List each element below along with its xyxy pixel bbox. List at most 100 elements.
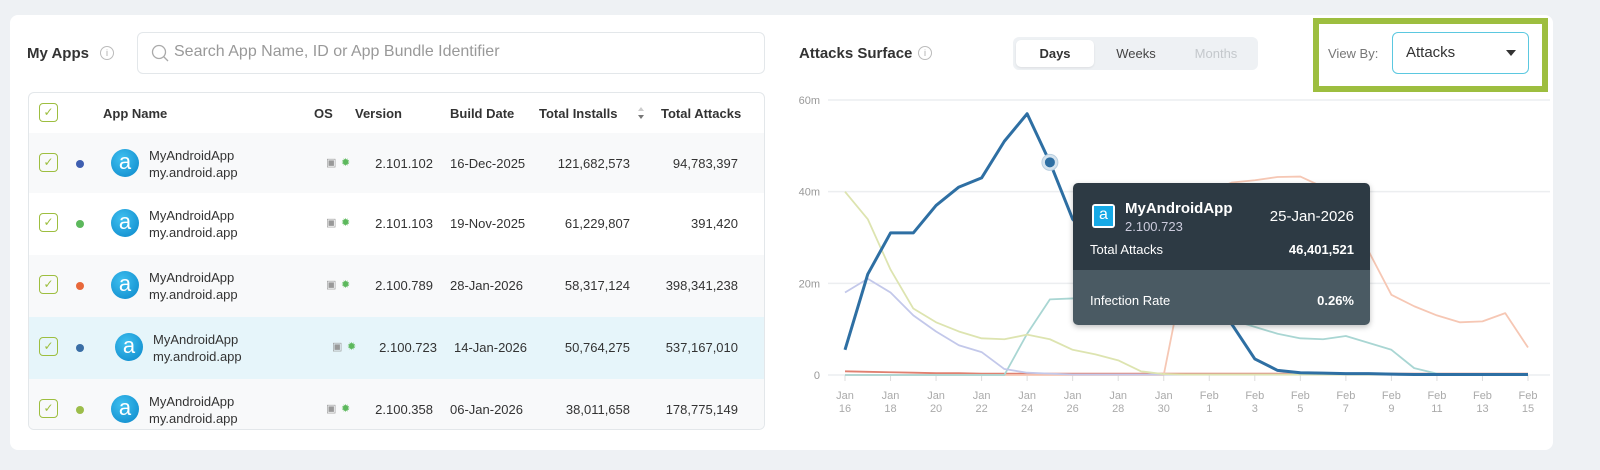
period-tabs: Days Weeks Months (1013, 37, 1258, 70)
select-all-checkbox[interactable]: ✓ (39, 103, 58, 122)
version: 2.101.102 (375, 156, 433, 171)
row-checkbox[interactable]: ✓ (39, 337, 58, 356)
tab-months[interactable]: Months (1194, 46, 1238, 61)
tooltip-attacks-label: Total Attacks (1090, 242, 1163, 257)
row-checkbox[interactable]: ✓ (39, 153, 58, 172)
table-row[interactable]: ✓ a MyAndroidApp my.android.app ▣ ✹ 2.10… (29, 379, 764, 429)
table-row[interactable]: ✓ a MyAndroidApp my.android.app ▣ ✹ 2.10… (29, 317, 764, 379)
x-tick-label: Jan 28 (1109, 390, 1127, 415)
app-bundle: my.android.app (149, 165, 238, 180)
tab-weeks[interactable]: Weeks (1116, 46, 1156, 61)
total-installs: 61,229,807 (564, 216, 630, 231)
sort-icon[interactable] (637, 106, 645, 120)
x-tick-label: Jan 30 (1155, 390, 1173, 415)
col-build-date[interactable]: Build Date (450, 106, 515, 121)
search-icon (151, 44, 169, 62)
app-bundle: my.android.app (149, 411, 238, 426)
info-icon[interactable]: i (100, 46, 114, 60)
apps-table: ✓ App Name OS Version Build Date Total I… (28, 92, 765, 430)
x-tick-label: Jan 18 (882, 390, 900, 415)
total-attacks: 178,775,149 (665, 402, 738, 417)
build-date: 19-Nov-2025 (450, 216, 526, 231)
search-input[interactable] (174, 43, 734, 61)
row-checkbox[interactable]: ✓ (39, 275, 58, 294)
x-tick-label: Feb 11 (1427, 390, 1446, 415)
chart-tooltip: a MyAndroidApp 2.100.723 25-Jan-2026 Tot… (1073, 183, 1370, 325)
total-attacks: 391,420 (691, 216, 738, 231)
android-icon: ▣ (326, 157, 337, 169)
chart-title: Attacks Surface (799, 45, 913, 62)
search-field[interactable] (137, 32, 765, 74)
table-row[interactable]: ✓ a MyAndroidApp my.android.app ▣ ✹ 2.10… (29, 255, 764, 317)
x-tick-label: Feb 5 (1291, 390, 1310, 415)
x-tick-label: Jan 22 (973, 390, 991, 415)
series-color-dot (76, 282, 84, 290)
build-date: 06-Jan-2026 (450, 402, 523, 417)
table-row[interactable]: ✓ a MyAndroidApp my.android.app ▣ ✹ 2.10… (29, 193, 764, 255)
app-icon: a (111, 395, 139, 423)
col-version[interactable]: Version (355, 106, 402, 121)
view-by-value: Attacks (1406, 44, 1456, 61)
app-name[interactable]: MyAndroidApp (149, 394, 235, 409)
build-date: 14-Jan-2026 (454, 340, 527, 355)
app-icon: a (115, 333, 143, 361)
series-color-dot (76, 160, 84, 168)
android-debug-icon: ✹ (341, 279, 351, 291)
x-tick-label: Jan 24 (1018, 390, 1036, 415)
my-apps-title: My Apps (27, 45, 89, 62)
x-tick-label: Feb 13 (1473, 390, 1492, 415)
series-color-dot (76, 220, 84, 228)
total-installs: 121,682,573 (557, 156, 630, 171)
version: 2.100.723 (379, 340, 437, 355)
col-os[interactable]: OS (314, 106, 333, 121)
total-installs: 38,011,658 (565, 402, 630, 417)
view-by-highlight (1313, 18, 1548, 92)
row-checkbox[interactable]: ✓ (39, 399, 58, 418)
tooltip-date: 25-Jan-2026 (1269, 208, 1354, 225)
app-icon: a (1092, 204, 1115, 228)
x-tick-label: Feb 1 (1200, 390, 1219, 415)
y-tick-label: 40m (799, 187, 820, 199)
tooltip-attacks-value: 46,401,521 (1288, 242, 1354, 257)
x-tick-label: Feb 9 (1382, 390, 1401, 415)
row-checkbox[interactable]: ✓ (39, 213, 58, 232)
x-tick-label: Feb 7 (1336, 390, 1355, 415)
tooltip-infection-label: Infection Rate (1090, 293, 1171, 308)
version: 2.100.358 (375, 402, 433, 417)
tooltip-infection-value: 0.26% (1317, 293, 1354, 308)
col-total-attacks[interactable]: Total Attacks (661, 106, 742, 121)
android-debug-icon: ✹ (341, 157, 351, 169)
android-icon: ▣ (326, 217, 337, 229)
app-bundle: my.android.app (149, 287, 238, 302)
info-icon[interactable]: i (918, 46, 932, 60)
hover-point[interactable] (1044, 157, 1055, 168)
app-bundle: my.android.app (149, 225, 238, 240)
series-color-dot (76, 406, 84, 414)
app-name[interactable]: MyAndroidApp (153, 332, 239, 347)
x-tick-label: Feb 3 (1245, 390, 1264, 415)
col-app-name[interactable]: App Name (103, 106, 168, 121)
view-by-label: View By: (1328, 46, 1379, 61)
y-tick-label: 60m (799, 95, 820, 107)
app-icon: a (111, 209, 139, 237)
version: 2.100.789 (375, 278, 433, 293)
app-name[interactable]: MyAndroidApp (149, 208, 235, 223)
build-date: 28-Jan-2026 (450, 278, 523, 293)
x-tick-label: Feb 15 (1519, 390, 1538, 415)
android-debug-icon: ✹ (347, 341, 357, 353)
tooltip-version: 2.100.723 (1125, 219, 1183, 234)
android-icon: ▣ (326, 403, 337, 415)
tooltip-app-name: MyAndroidApp (1125, 200, 1233, 217)
table-row[interactable]: ✓ a MyAndroidApp my.android.app ▣ ✹ 2.10… (29, 133, 764, 195)
total-installs: 58,317,124 (564, 278, 630, 293)
total-installs: 50,764,275 (564, 340, 630, 355)
android-icon: ▣ (332, 341, 343, 353)
view-by-dropdown[interactable]: Attacks (1392, 32, 1529, 74)
app-name[interactable]: MyAndroidApp (149, 148, 235, 163)
col-total-installs[interactable]: Total Installs (539, 106, 618, 121)
app-name[interactable]: MyAndroidApp (149, 270, 235, 285)
y-tick-label: 20m (799, 278, 820, 290)
android-icon: ▣ (326, 279, 337, 291)
version: 2.101.103 (375, 216, 433, 231)
tab-days[interactable]: Days (1016, 40, 1094, 67)
